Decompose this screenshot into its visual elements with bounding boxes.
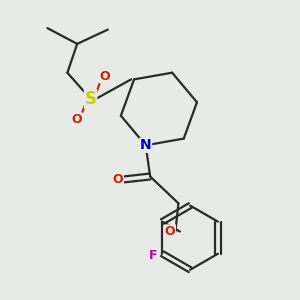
Text: O: O — [100, 70, 110, 83]
Text: O: O — [165, 225, 176, 238]
Text: N: N — [140, 138, 152, 152]
Text: F: F — [149, 249, 158, 262]
Text: O: O — [113, 173, 123, 186]
Text: S: S — [85, 90, 97, 108]
Text: O: O — [72, 113, 83, 126]
